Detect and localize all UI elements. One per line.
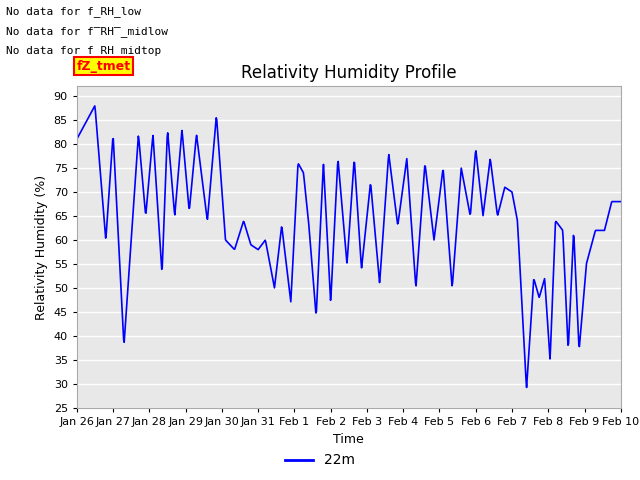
- Text: fZ_tmet: fZ_tmet: [77, 60, 131, 72]
- Legend: 22m: 22m: [280, 448, 360, 473]
- X-axis label: Time: Time: [333, 432, 364, 445]
- Title: Relativity Humidity Profile: Relativity Humidity Profile: [241, 64, 456, 82]
- Text: No data for f_RH_low: No data for f_RH_low: [6, 6, 141, 17]
- Y-axis label: Relativity Humidity (%): Relativity Humidity (%): [35, 175, 48, 320]
- Text: No data for f_RH_midtop: No data for f_RH_midtop: [6, 45, 162, 56]
- Text: No data for f̅RH̅_midlow: No data for f̅RH̅_midlow: [6, 25, 168, 36]
